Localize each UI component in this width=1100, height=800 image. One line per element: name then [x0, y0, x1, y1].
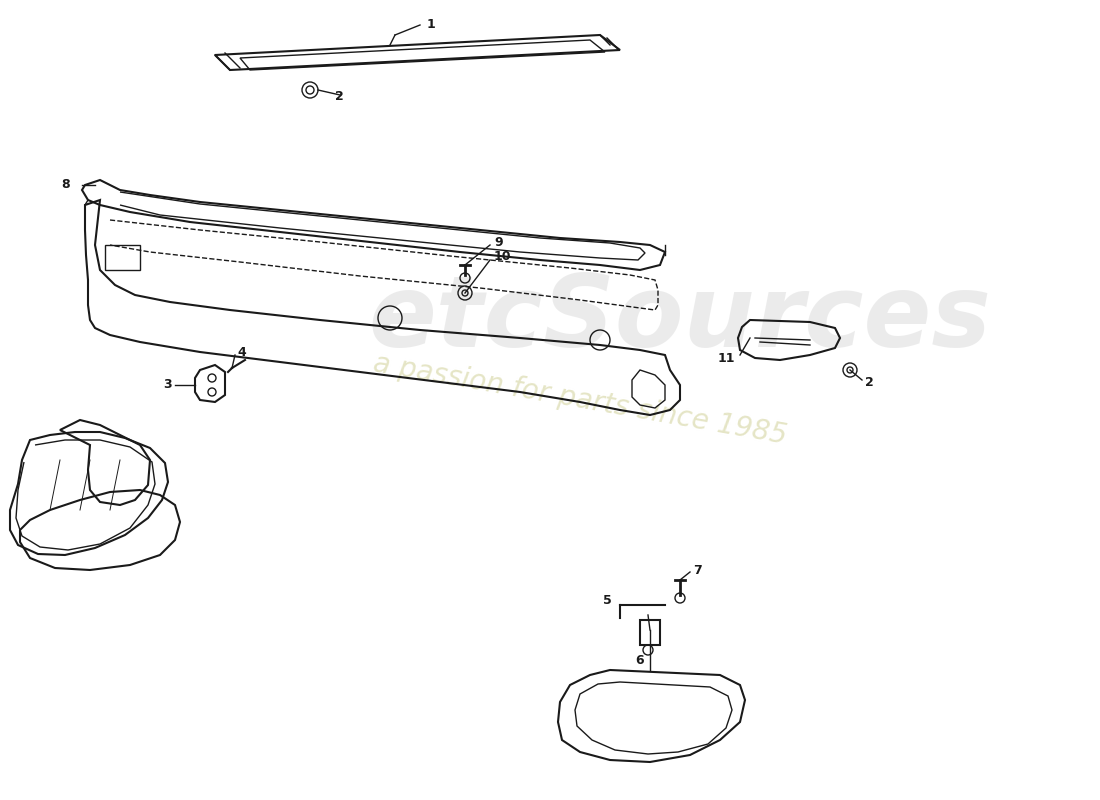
- Text: a passion for parts since 1985: a passion for parts since 1985: [371, 350, 789, 450]
- Text: etcSources: etcSources: [368, 271, 991, 369]
- Text: 9: 9: [494, 235, 503, 249]
- Text: 6: 6: [636, 654, 645, 666]
- Text: 8: 8: [62, 178, 70, 191]
- Text: 1: 1: [427, 18, 436, 31]
- Text: 2: 2: [865, 377, 873, 390]
- Text: 2: 2: [336, 90, 343, 103]
- Text: 7: 7: [693, 563, 702, 577]
- Text: 10: 10: [494, 250, 512, 263]
- Text: 3: 3: [164, 378, 172, 391]
- Bar: [104, 245, 140, 270]
- Text: 5: 5: [603, 594, 612, 606]
- Text: 11: 11: [717, 351, 735, 365]
- Text: 4: 4: [236, 346, 245, 358]
